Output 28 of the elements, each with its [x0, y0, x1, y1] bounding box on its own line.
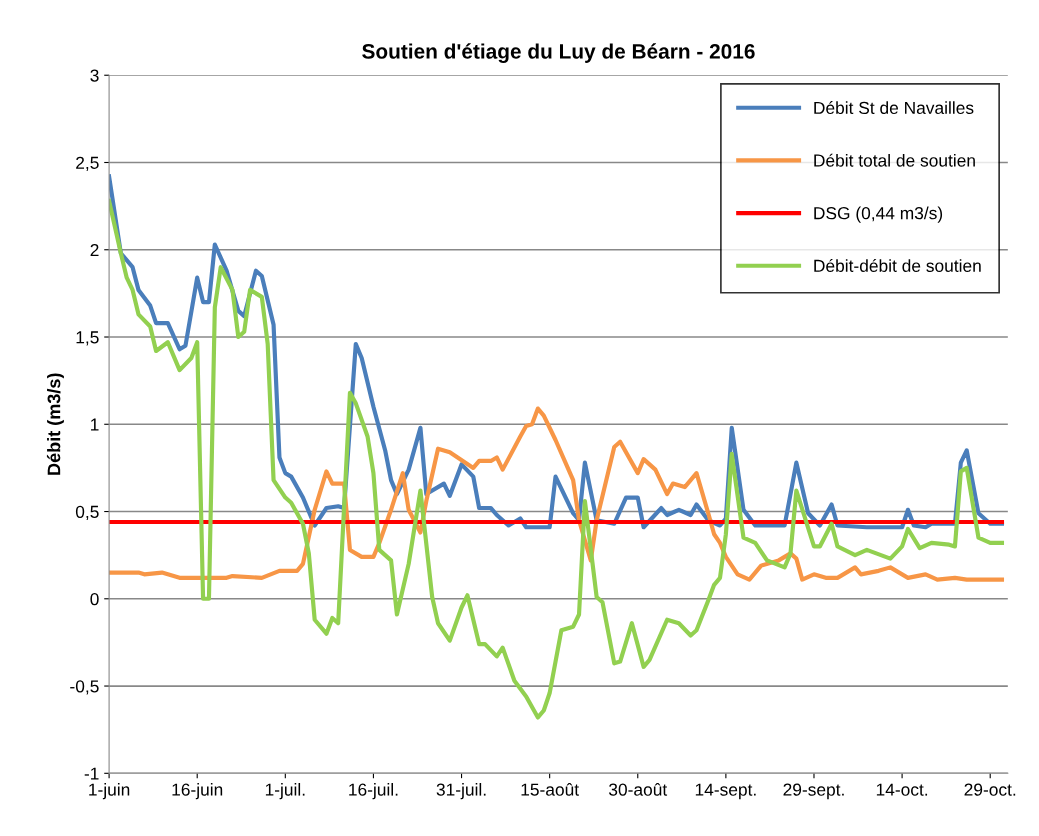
- y-tick-label: 2: [90, 243, 99, 257]
- x-tick-label: 29-oct.: [964, 783, 1016, 796]
- x-tick-label: 14-oct.: [876, 783, 928, 796]
- y-tick-label: 1: [91, 418, 99, 431]
- y-axis-title: Débit (m3/s): [46, 373, 64, 475]
- x-tick-label: 14-sept.: [695, 783, 756, 800]
- x-tick-label: 31-juil.: [436, 783, 486, 800]
- y-tick-label: 2,5: [76, 156, 99, 172]
- x-tick-label: 1-juil.: [265, 783, 305, 800]
- y-tick-label: -1: [84, 767, 99, 780]
- line-series: [109, 406, 1005, 582]
- y-tick-label: 1,5: [76, 331, 99, 346]
- line-series: [109, 198, 1005, 720]
- x-tick-label: 15-août: [521, 782, 579, 796]
- y-tick-label: -0,5: [70, 680, 99, 695]
- y-tick-label: 0,5: [75, 505, 99, 521]
- y-tick-label: 3: [90, 69, 99, 82]
- x-tick-label: 16-juil.: [349, 783, 398, 800]
- y-tick-label: 0: [90, 592, 99, 606]
- legend-label: Débit St de Navailles: [814, 101, 974, 115]
- x-tick-label: 16-juin: [172, 783, 223, 800]
- legend-label: Débit-débit de soutien: [814, 259, 981, 272]
- x-tick-label: 29-sept.: [783, 783, 844, 800]
- x-tick-label: 1-juin: [89, 783, 130, 800]
- chart-title: Soutien d'étiage du Luy de Béarn - 2016: [362, 43, 755, 63]
- x-tick-label: 30-août: [608, 782, 668, 796]
- legend-label: DSG (0,44 m3/s): [814, 206, 943, 223]
- legend-label: Débit total de soutien: [814, 153, 975, 167]
